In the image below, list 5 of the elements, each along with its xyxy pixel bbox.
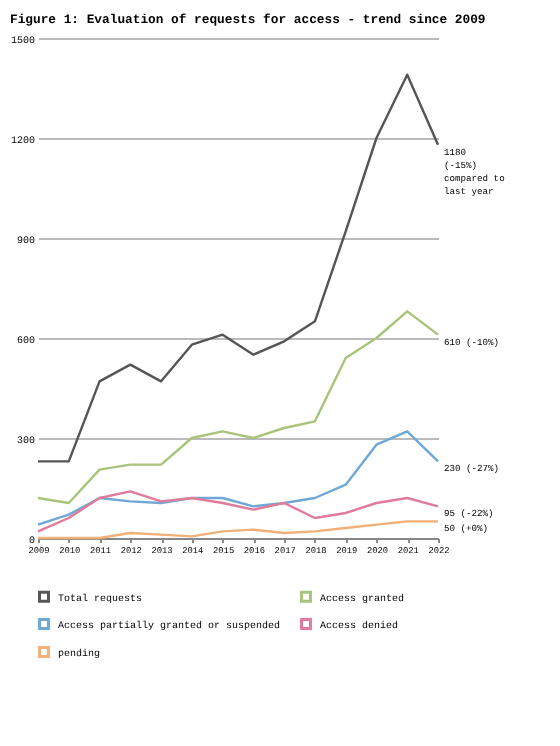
line-series [36, 520, 440, 540]
line-series [36, 73, 440, 463]
line-series [36, 310, 440, 505]
line-series [36, 490, 440, 533]
line-series [36, 430, 440, 526]
